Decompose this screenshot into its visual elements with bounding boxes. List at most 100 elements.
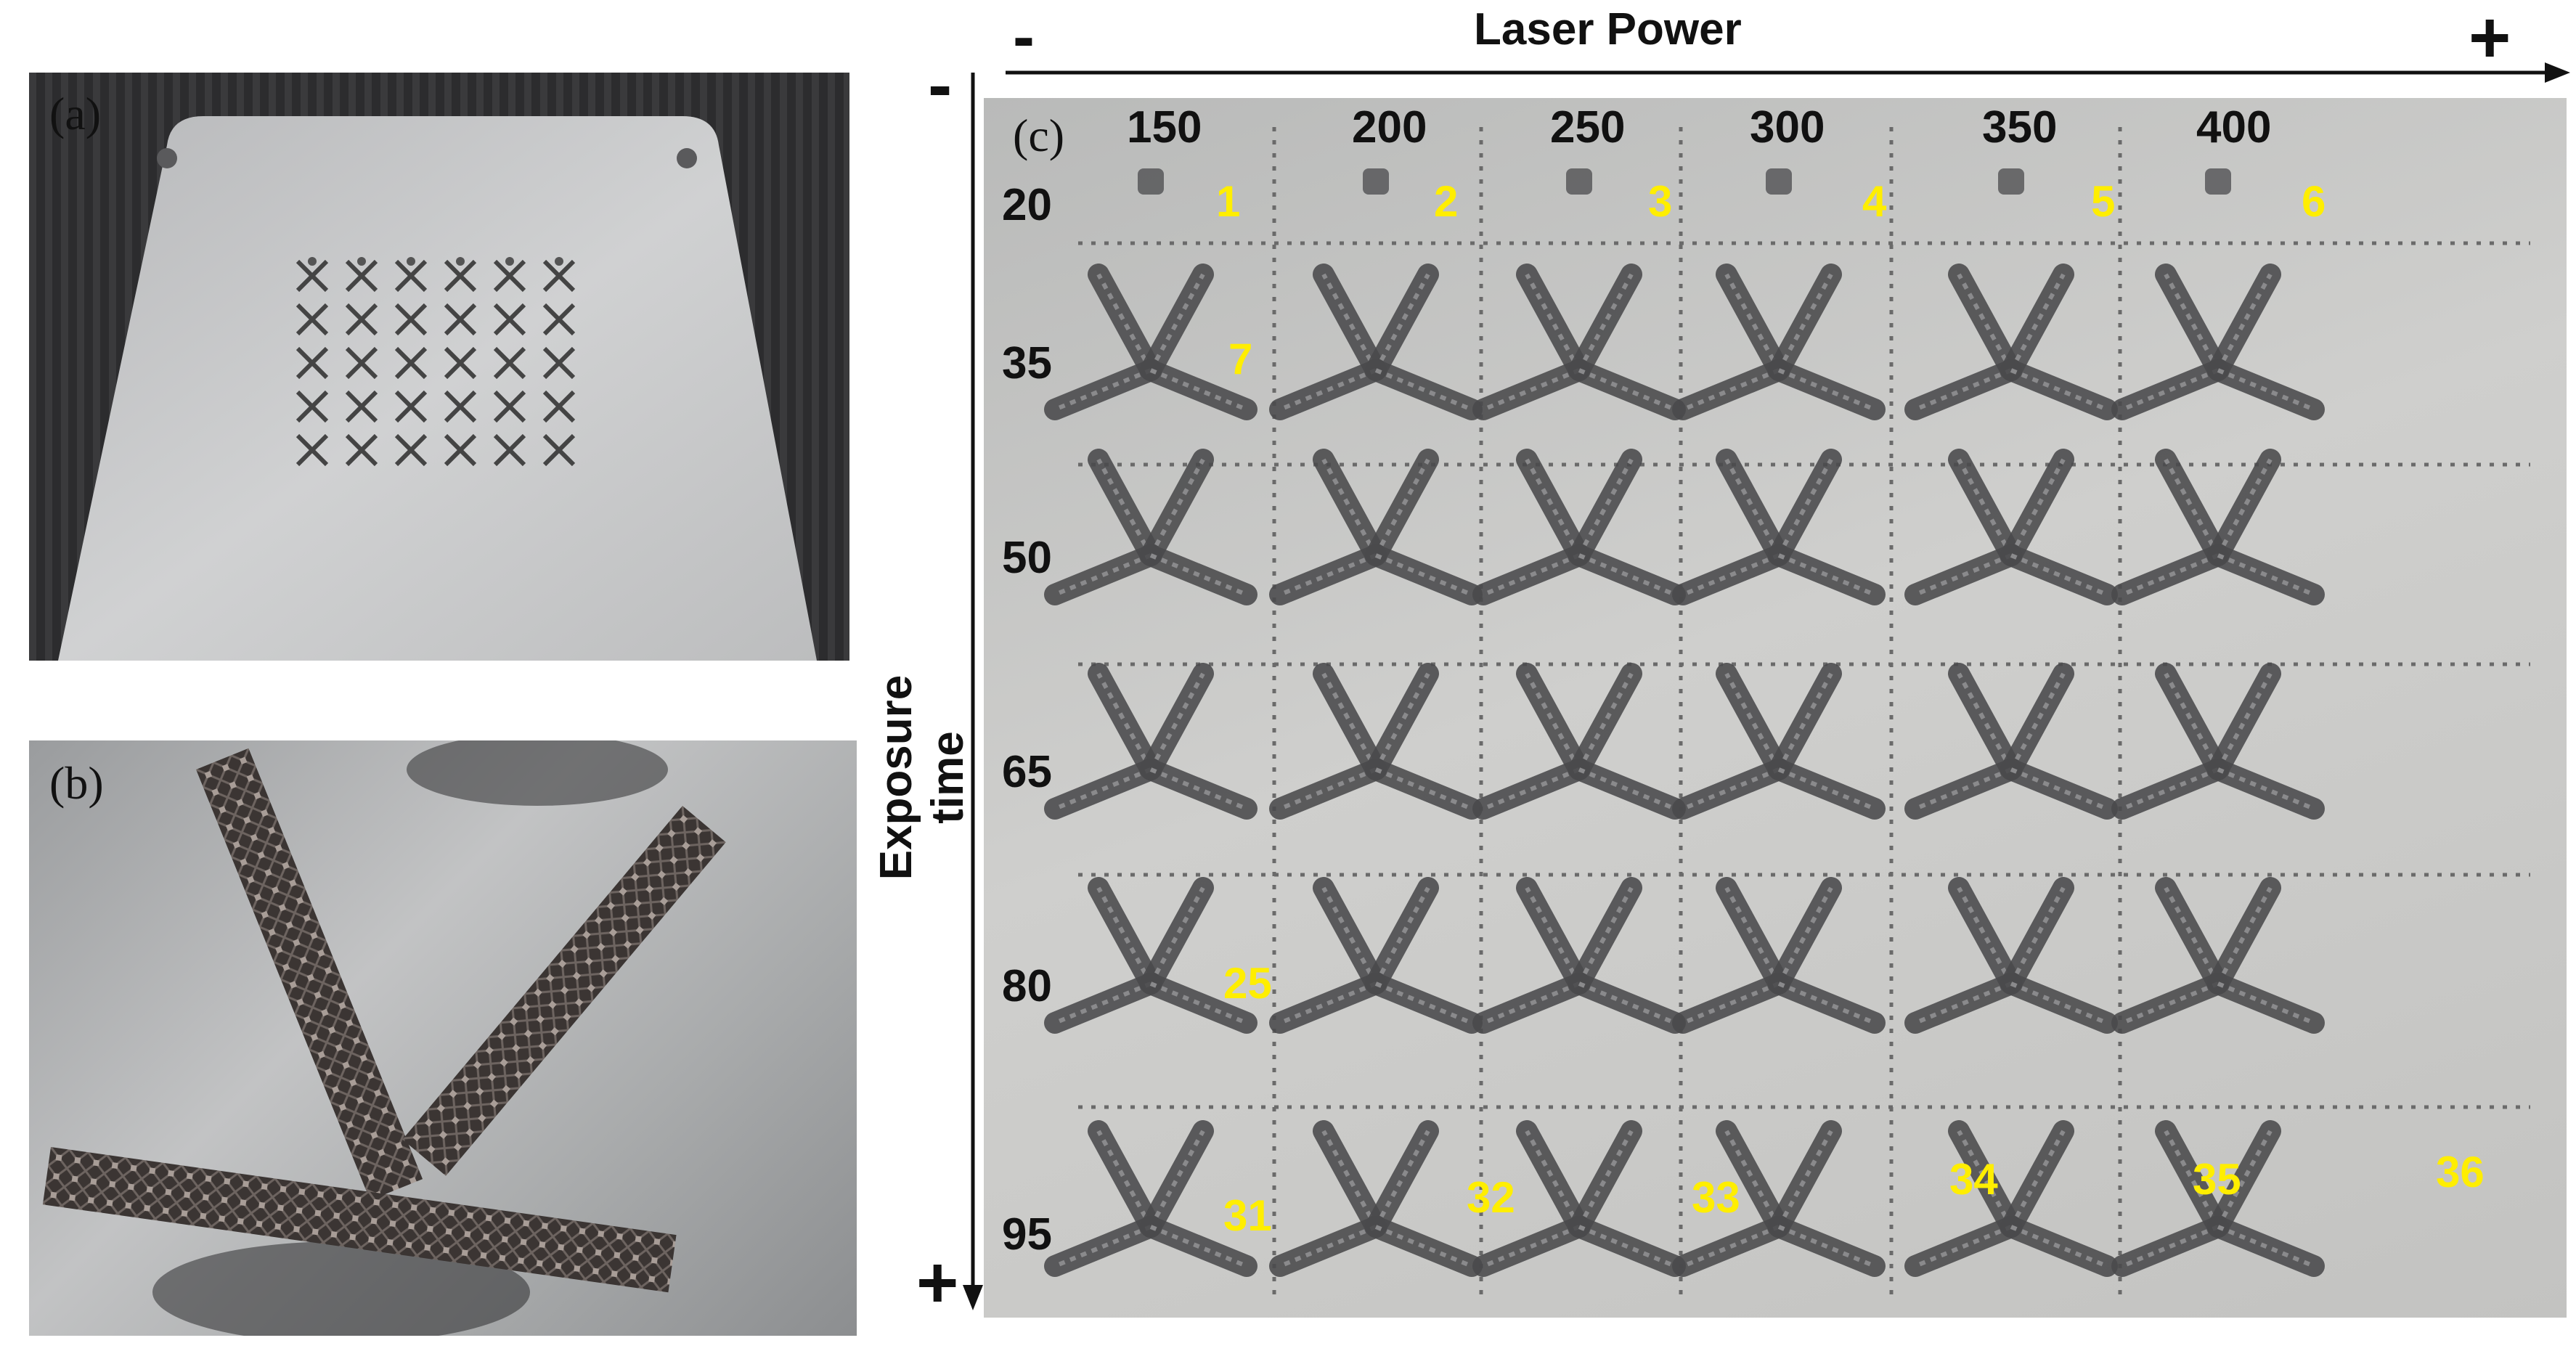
mini-specimen [542, 346, 576, 380]
laser-power-value: 250 [1550, 102, 1626, 152]
lattice-specimen [1672, 1120, 1886, 1277]
laser-power-value: 150 [1127, 102, 1202, 152]
lattice-specimen [2111, 264, 2325, 420]
mini-specimen [394, 346, 428, 380]
mini-specimen [295, 303, 329, 336]
lattice-strut-left [196, 748, 423, 1201]
lattice-specimen [1904, 1120, 2118, 1277]
panel-label-c: (c) [1013, 110, 1065, 161]
specimen-number: 1 [1216, 177, 1241, 226]
exposure-time-value: 80 [1002, 961, 1052, 1011]
lattice-specimen [1269, 663, 1483, 820]
exposure-time-value: 35 [1002, 338, 1052, 388]
mini-specimen [444, 433, 477, 467]
laser-power-value: 200 [1352, 102, 1427, 152]
laser-power-value: 350 [1982, 102, 2058, 152]
mini-specimen [444, 259, 477, 293]
lattice-specimen [1044, 663, 1258, 820]
mini-specimen [394, 390, 428, 423]
laser-power-plus: + [2469, 0, 2511, 78]
mini-specimen [394, 303, 428, 336]
mini-specimen [345, 259, 378, 293]
specimen-number: 4 [1862, 177, 1887, 226]
lattice-specimen [1269, 264, 1483, 420]
mini-specimen [345, 433, 378, 467]
lattice-specimen [2111, 449, 2325, 605]
lattice-specimen [1044, 449, 1258, 605]
lattice-specimen [1044, 877, 1258, 1034]
mini-specimen [407, 257, 415, 266]
specimen-number: 7 [1228, 335, 1253, 383]
lattice-specimen [1472, 877, 1686, 1034]
metal-plate [58, 116, 817, 661]
build-plate-image [29, 73, 849, 661]
lattice-specimen [1672, 264, 1886, 420]
lattice-specimen [1472, 663, 1686, 820]
lattice-specimen [1472, 264, 1686, 420]
lattice-specimen [1472, 449, 1686, 605]
specimen-grid-lines [1044, 127, 2530, 1303]
mini-specimen [394, 259, 428, 293]
specimen-number: 35 [2193, 1155, 2241, 1204]
laser-power-value: 400 [2196, 102, 2272, 152]
specimen-number: 31 [1223, 1191, 1272, 1240]
photo-specimen-closeup: (b) [29, 740, 857, 1336]
lattice-specimen [1044, 1120, 1258, 1277]
mini-specimen [493, 259, 526, 293]
laser-power-value: 300 [1750, 102, 1825, 152]
specimen-number: 34 [1949, 1155, 1998, 1204]
lattice-specimen [1138, 168, 1164, 195]
specimen-number: 6 [2302, 177, 2326, 226]
mini-specimen [542, 259, 576, 293]
specimen-number: 36 [2436, 1148, 2485, 1196]
laser-power-title: Laser Power [1474, 4, 1742, 54]
mini-specimen [456, 257, 465, 266]
laser-power-minus: - [1013, 1, 1035, 73]
lattice-strut-horizontal [42, 1147, 677, 1293]
lattice-specimen [1904, 264, 2118, 420]
specimen-number: 33 [1692, 1173, 1740, 1222]
lattice-specimen [1269, 449, 1483, 605]
exposure-time-value: 95 [1002, 1209, 1052, 1260]
photo-build-plate: (a) [29, 73, 849, 661]
exposure-time-value: 65 [1002, 747, 1052, 797]
mini-specimen [295, 433, 329, 467]
mini-specimen [295, 346, 329, 380]
lattice-specimen [1044, 264, 1258, 420]
exposure-time-minus: - [928, 44, 953, 126]
exposure-time-value: 50 [1002, 533, 1052, 583]
mini-specimen [394, 433, 428, 467]
lattice-specimen [1363, 168, 1389, 195]
specimen-number: 5 [2091, 177, 2116, 226]
mini-specimen [505, 257, 514, 266]
mini-specimen [345, 346, 378, 380]
mini-specimen [444, 303, 477, 336]
mini-specimen [444, 346, 477, 380]
mini-specimen [295, 259, 329, 293]
specimen-number: 3 [1648, 177, 1673, 226]
mini-specimen [295, 390, 329, 423]
lattice-specimen [1904, 877, 2118, 1034]
lattice-specimen [1904, 449, 2118, 605]
lattice-specimen [2205, 168, 2231, 195]
lattice-specimen [1672, 449, 1886, 605]
specimen-matrix: (c) 150 200 250 300 350 400 20 35 50 65 … [984, 98, 2567, 1318]
lattice-specimen [1472, 1120, 1686, 1277]
lattice-specimen [1672, 663, 1886, 820]
lattice-specimen [1269, 877, 1483, 1034]
lattice-specimen [2111, 1120, 2325, 1277]
mini-specimen [542, 303, 576, 336]
mini-specimen [345, 390, 378, 423]
mini-specimen [542, 390, 576, 423]
mini-specimen [493, 346, 526, 380]
mini-specimen [542, 433, 576, 467]
lattice-specimen [2111, 663, 2325, 820]
exposure-time-value: 20 [1002, 180, 1052, 230]
specimen-number: 25 [1223, 959, 1272, 1008]
mini-specimen [555, 257, 563, 266]
lattice-specimen [1904, 663, 2118, 820]
mini-specimen [357, 257, 366, 266]
specimen-number: 2 [1434, 177, 1459, 226]
panel-label-b: (b) [49, 757, 104, 809]
